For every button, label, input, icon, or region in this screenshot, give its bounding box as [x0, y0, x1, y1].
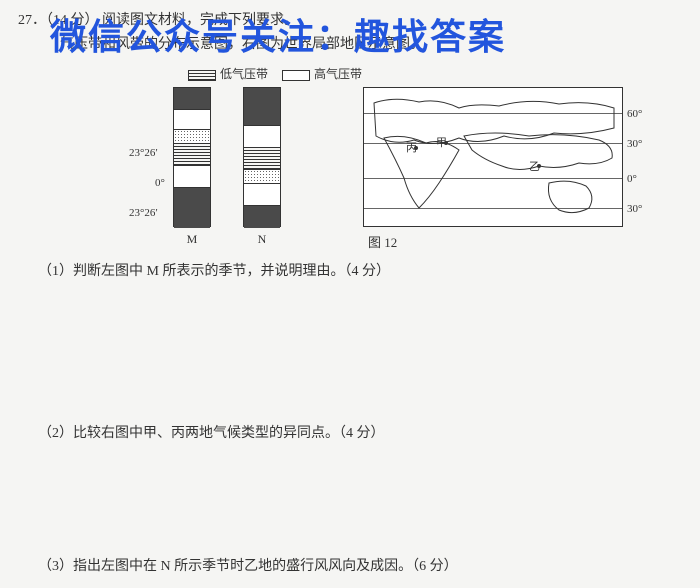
legend-low: 低气压带 [188, 65, 268, 84]
lat-label-30n: 30° [627, 136, 642, 154]
seg [244, 126, 280, 148]
bar-m-label: M [173, 230, 211, 249]
figure-label: 图 12 [368, 233, 397, 254]
watermark-text: 微信公众号关注：趣找答案 [50, 8, 506, 60]
legend-low-label: 低气压带 [220, 67, 268, 81]
world-map: 丙 甲 乙 60° 30° 0° 30° [363, 87, 623, 227]
lat-label-0: 0° [627, 171, 637, 189]
lat-label-30s: 30° [627, 201, 642, 219]
continents-svg: 丙 甲 乙 [364, 88, 624, 228]
sub-question-2: （2）比较右图中甲、丙两地气候类型的异同点。（4 分） [38, 423, 680, 445]
document-body: 27．（14 分） 阅读图文材料，完成下列要求。 周期性……左图……M、N 季节… [0, 0, 700, 588]
sub-question-3: （3）指出左图中在 N 所示季节时乙地的盛行风风向及成因。（6 分） [38, 556, 680, 578]
lat-0: 0° [155, 175, 165, 193]
seg [174, 110, 210, 130]
seg [174, 166, 210, 188]
seg [174, 88, 210, 110]
bar-n [243, 87, 281, 227]
lat-2326s: 23°26′ [129, 205, 158, 223]
seg [244, 206, 280, 228]
diagram-area: 低气压带 高气压带 23°26′ 0° 23°26′ M [118, 65, 680, 255]
bar-n-label: N [243, 230, 281, 249]
seg [244, 88, 280, 126]
seg [174, 130, 210, 144]
legend-high: 高气压带 [282, 65, 362, 84]
legend-low-swatch [188, 70, 216, 81]
bar-m [173, 87, 211, 227]
seg [174, 144, 210, 166]
legend-high-label: 高气压带 [314, 67, 362, 81]
lat-2326n: 23°26′ [129, 145, 158, 163]
seg [244, 184, 280, 206]
seg [244, 148, 280, 170]
sub-question-1: （1）判断左图中 M 所表示的季节，并说明理由。（4 分） [38, 261, 680, 283]
legend-high-swatch [282, 70, 310, 81]
seg [244, 170, 280, 184]
seg [174, 188, 210, 228]
lat-label-60: 60° [627, 106, 642, 124]
legend: 低气压带 高气压带 [188, 65, 362, 84]
